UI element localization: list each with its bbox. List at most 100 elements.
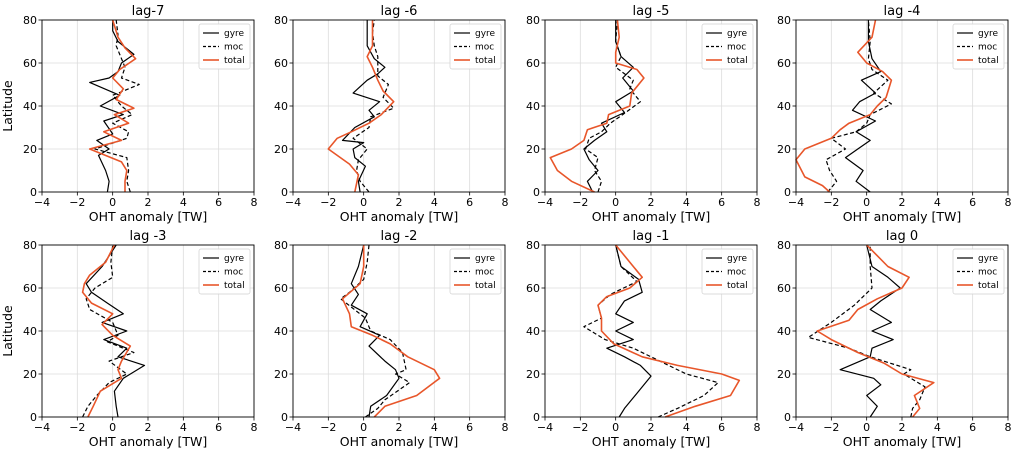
y-tick-label: 20 <box>526 368 540 381</box>
x-axis-label: OHT anomaly [TW] <box>340 209 459 224</box>
y-tick-label: 40 <box>274 325 288 338</box>
x-tick-label: −2 <box>320 196 336 209</box>
y-tick-label: 20 <box>23 143 37 156</box>
y-tick-label: 20 <box>777 143 791 156</box>
series-line-moc <box>584 19 642 193</box>
legend-label-gyre: gyre <box>727 254 748 264</box>
series-line-moc <box>352 19 395 193</box>
x-tick-label: −2 <box>320 421 336 434</box>
y-tick-label: 60 <box>23 282 37 295</box>
series-line-total <box>795 19 893 193</box>
subplot-title: lag -3 <box>130 229 167 244</box>
series-line-total <box>81 244 132 418</box>
y-tick-label: 20 <box>23 368 37 381</box>
x-tick-label: 6 <box>215 421 222 434</box>
x-tick-label: −2 <box>572 196 588 209</box>
y-tick-label: 40 <box>777 325 791 338</box>
series-line-gyre <box>839 244 901 418</box>
x-tick-label: 8 <box>1005 196 1011 209</box>
x-tick-label: −4 <box>537 196 553 209</box>
x-tick-label: 4 <box>180 421 187 434</box>
y-tick-label: 0 <box>533 411 540 424</box>
legend-label-total: total <box>475 56 496 66</box>
subplot-title: lag-7 <box>132 4 165 19</box>
x-tick-label: 4 <box>180 196 187 209</box>
legend-label-moc: moc <box>978 268 997 278</box>
x-tick-label: 6 <box>215 196 222 209</box>
x-axis-label: OHT anomaly [TW] <box>592 209 711 224</box>
legend: gyre moc total <box>449 248 502 295</box>
x-tick-label: 6 <box>969 196 976 209</box>
y-tick-label: 40 <box>274 100 288 113</box>
legend-label-gyre: gyre <box>978 29 999 39</box>
x-tick-label: 8 <box>502 196 509 209</box>
y-tick-label: 60 <box>274 57 288 70</box>
x-tick-label: 2 <box>648 196 655 209</box>
x-tick-label: −4 <box>34 421 50 434</box>
x-tick-label: 0 <box>863 421 870 434</box>
y-tick-label: 60 <box>526 282 540 295</box>
series-line-total <box>341 245 441 418</box>
x-tick-label: 6 <box>718 196 725 209</box>
x-axis-label: OHT anomaly [TW] <box>843 209 962 224</box>
x-tick-label: 8 <box>1005 421 1011 434</box>
y-tick-label: 80 <box>777 239 791 252</box>
x-tick-label: −4 <box>537 421 553 434</box>
x-tick-label: 4 <box>431 196 438 209</box>
x-tick-label: 8 <box>502 421 509 434</box>
series-line-total <box>327 20 395 193</box>
x-tick-label: −2 <box>823 421 839 434</box>
x-tick-label: 8 <box>251 196 258 209</box>
subplot-title: lag 0 <box>886 229 918 244</box>
x-tick-label: 2 <box>899 196 906 209</box>
x-tick-label: 2 <box>396 421 403 434</box>
y-tick-label: 40 <box>526 325 540 338</box>
y-tick-label: 0 <box>30 411 37 424</box>
legend-label-gyre: gyre <box>475 254 496 264</box>
series-line-total <box>597 244 741 418</box>
y-tick-label: 80 <box>274 14 288 27</box>
x-tick-label: −4 <box>285 421 301 434</box>
x-tick-label: 0 <box>612 421 619 434</box>
x-tick-label: 2 <box>899 421 906 434</box>
y-tick-label: 60 <box>23 57 37 70</box>
legend-label-total: total <box>475 281 496 291</box>
x-tick-label: 6 <box>969 421 976 434</box>
legend-label-moc: moc <box>475 43 494 53</box>
x-tick-label: 8 <box>754 196 761 209</box>
series-line-gyre <box>583 20 634 193</box>
legend-label-gyre: gyre <box>727 29 748 39</box>
x-tick-label: 6 <box>466 421 473 434</box>
y-tick-label: 60 <box>274 282 288 295</box>
x-tick-label: 2 <box>145 196 152 209</box>
legend-label-gyre: gyre <box>224 254 245 264</box>
y-tick-label: 0 <box>784 411 791 424</box>
x-axis-label: OHT anomaly [TW] <box>843 434 962 449</box>
legend-box <box>198 248 251 295</box>
subplot-title: lag -5 <box>633 4 670 19</box>
x-tick-label: −4 <box>285 196 301 209</box>
series-line-gyre <box>85 244 146 418</box>
y-tick-label: 80 <box>526 14 540 27</box>
legend-label-total: total <box>727 56 748 66</box>
x-axis-label: OHT anomaly [TW] <box>89 209 208 224</box>
y-tick-label: 20 <box>526 143 540 156</box>
legend-label-gyre: gyre <box>224 29 245 39</box>
y-tick-label: 0 <box>30 186 37 199</box>
legend: gyre moc total <box>952 23 1005 70</box>
legend: gyre moc total <box>952 248 1005 295</box>
y-tick-label: 60 <box>777 57 791 70</box>
x-axis-label: OHT anomaly [TW] <box>592 434 711 449</box>
legend: gyre moc total <box>449 23 502 70</box>
x-tick-label: 4 <box>683 421 690 434</box>
legend-label-moc: moc <box>727 268 746 278</box>
legend-box <box>701 248 754 295</box>
x-tick-label: 0 <box>612 196 619 209</box>
y-tick-label: 80 <box>23 14 37 27</box>
